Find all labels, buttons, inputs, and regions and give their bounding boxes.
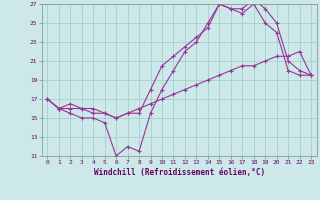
X-axis label: Windchill (Refroidissement éolien,°C): Windchill (Refroidissement éolien,°C) — [94, 168, 265, 177]
